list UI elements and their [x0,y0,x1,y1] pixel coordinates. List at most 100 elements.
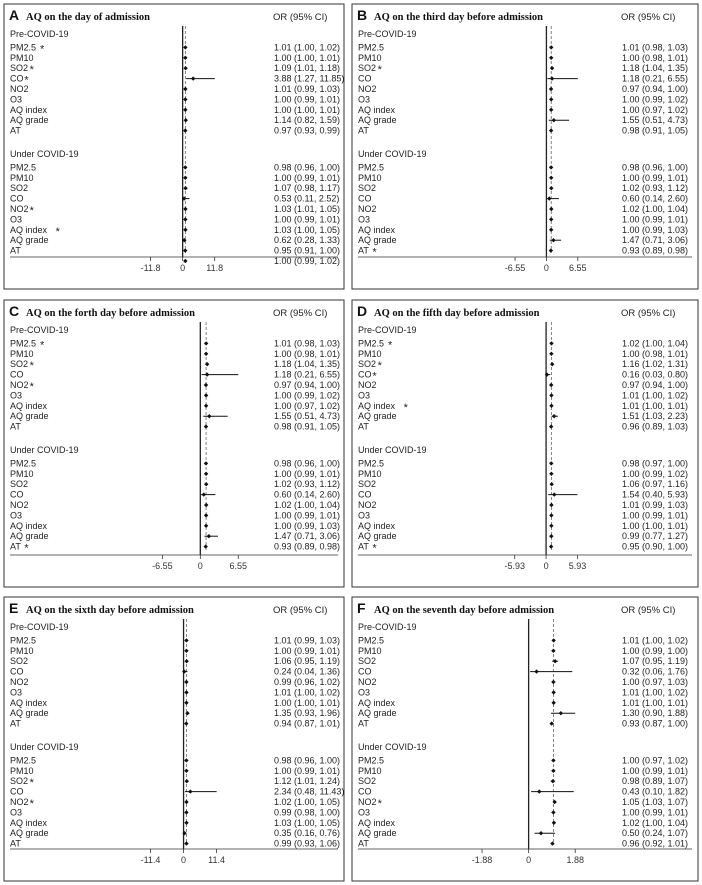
point-estimate [188,789,193,794]
significance-star: * [30,777,35,789]
forest-row: SO2 * 1.18 (1.04, 1.35) [358,63,688,76]
panel-title: AQ on the forth day before admission [26,308,195,319]
or-value: 1.01 (0.98, 1.03) [274,338,340,348]
forest-row: AQ grade 1.14 (0.82, 1.59) [10,115,340,125]
or-value: 1.02 (1.00, 1.04) [622,818,688,828]
significance-star: * [30,205,35,217]
significance-star: * [30,360,35,372]
forest-row: O3 1.01 (1.00, 1.02) [10,687,340,697]
or-value: 0.94 (0.87, 1.01) [274,719,340,729]
x-tick-label: 0 [544,263,549,273]
or-value: 1.00 (0.99, 1.01) [622,807,688,817]
forest-row: SO2 1.06 (0.97, 1.16) [358,479,688,489]
significance-star: * [30,798,35,810]
forest-row: CO 2.34 (0.48, 11.43) [10,787,344,797]
significance-star: * [30,381,35,393]
group-label: Pre-COVID-19 [10,622,69,632]
point-estimate [184,820,189,825]
forest-row: CO 0.24 (0.04, 1.36) [10,667,340,677]
or-value: 1.01 (1.00, 1.02) [274,42,340,52]
or-value: 1.14 (0.82, 1.59) [274,115,340,125]
row-label: PM10 [358,766,382,776]
forest-row: AT 0.99 (0.93, 1.06) [10,839,340,849]
forest-row: PM10 1.00 (0.99, 1.01) [10,646,340,656]
group-label: Pre-COVID-19 [358,325,417,335]
row-label: NO2 [358,500,377,510]
or-value: 1.00 (0.99, 1.01) [622,766,688,776]
x-tick-label: -5.93 [504,561,525,571]
forest-row: PM2.5 0.98 (0.96, 1.00) [358,162,688,172]
or-value: 1.30 (0.90, 1.88) [622,708,688,718]
x-tick-label: -6.55 [152,561,173,571]
point-estimate [183,227,188,232]
forest-row: CO 0.32 (0.06, 1.76) [358,667,688,677]
forest-row: CO 0.43 (0.10, 1.82) [358,787,688,797]
point-estimate [184,841,189,846]
row-label: PM10 [358,173,382,183]
forest-row: AQ grade 1.55 (0.51, 4.73) [358,115,688,125]
row-label: SO2 [358,359,376,369]
row-label: AQ index [10,818,48,828]
forest-row: PM2.5 0.98 (0.96, 1.00) [10,458,340,468]
point-estimate [558,711,564,716]
row-label: O3 [10,807,22,817]
or-value: 0.98 (0.91, 1.05) [622,126,688,136]
point-estimate [551,758,556,763]
or-value: 1.01 (1.00, 1.02) [622,687,688,697]
x-tick-label: 0 [180,263,185,273]
x-tick-label: 0 [181,855,186,865]
point-estimate [182,669,187,674]
or-value: 0.95 (0.91, 1.00) [274,246,340,256]
forest-row: AQ index 1.00 (1.00, 1.01) [358,521,688,531]
group-label: Under COVID-19 [10,742,79,752]
row-label: AQ index [358,698,396,708]
row-label: AQ index [10,401,48,411]
panel-letter: D [357,303,367,319]
point-estimate [549,76,555,81]
forest-row: NO2 0.97 (0.94, 1.00) [358,380,688,390]
or-value: 0.60 (0.14, 2.60) [622,194,688,204]
or-value: 1.02 (1.00, 1.04) [622,338,688,348]
forest-row: PM10 1.00 (0.99, 1.00) [358,646,688,656]
row-label: PM10 [358,53,382,63]
or-value: 1.00 (0.99, 1.01) [622,214,688,224]
panel-a: A AQ on the day of admission OR (95% CI) -1… [3,3,345,290]
row-label: SO2 [10,359,28,369]
forest-row: PM10 1.00 (0.99, 1.01) [358,766,688,776]
forest-row: O3 1.00 (0.99, 1.02) [358,94,688,104]
row-label: AQ index [358,105,396,115]
point-estimate [551,810,556,815]
point-estimate [203,513,209,518]
panel-border [351,596,699,882]
point-estimate [548,544,554,549]
significance-star: * [378,64,383,76]
row-label: AQ index [10,698,48,708]
or-value: 1.00 (0.99, 1.02) [622,94,688,104]
point-estimate [551,700,556,705]
forest-row: CO * 3.88 (1.27, 11.85) [10,74,344,87]
significance-star: * [378,360,383,372]
point-estimate [549,97,554,102]
point-estimate [549,55,554,60]
row-label: AQ grade [358,235,397,245]
or-value: 1.00 (0.99, 1.02) [622,469,688,479]
forest-row: AQ index 1.03 (1.00, 1.05) [10,818,340,828]
or-header: OR (95% CI) [621,12,675,23]
point-estimate [183,86,188,92]
point-estimate [548,165,554,170]
panel-f: F AQ on the seventh day before admission O… [351,596,699,882]
or-value: 0.16 (0.03, 0.80) [622,370,688,380]
or-value: 1.00 (0.98, 1.01) [622,349,688,359]
row-label: PM10 [10,173,34,183]
forest-row: PM10 1.00 (1.00, 1.01) [10,53,340,63]
or-value: 1.00 (0.99, 1.01) [622,510,688,520]
point-estimate [184,721,189,726]
or-value: 1.03 (1.00, 1.05) [274,818,340,828]
row-label: AQ index [358,521,396,531]
significance-star: * [372,247,377,259]
or-value: 0.93 (0.89, 0.98) [622,246,688,256]
group-label: Pre-COVID-19 [10,325,69,335]
panel-title: AQ on the seventh day before admission [374,605,554,616]
forest-row: NO2 0.99 (0.96, 1.02) [10,677,340,687]
point-estimate [552,492,557,497]
